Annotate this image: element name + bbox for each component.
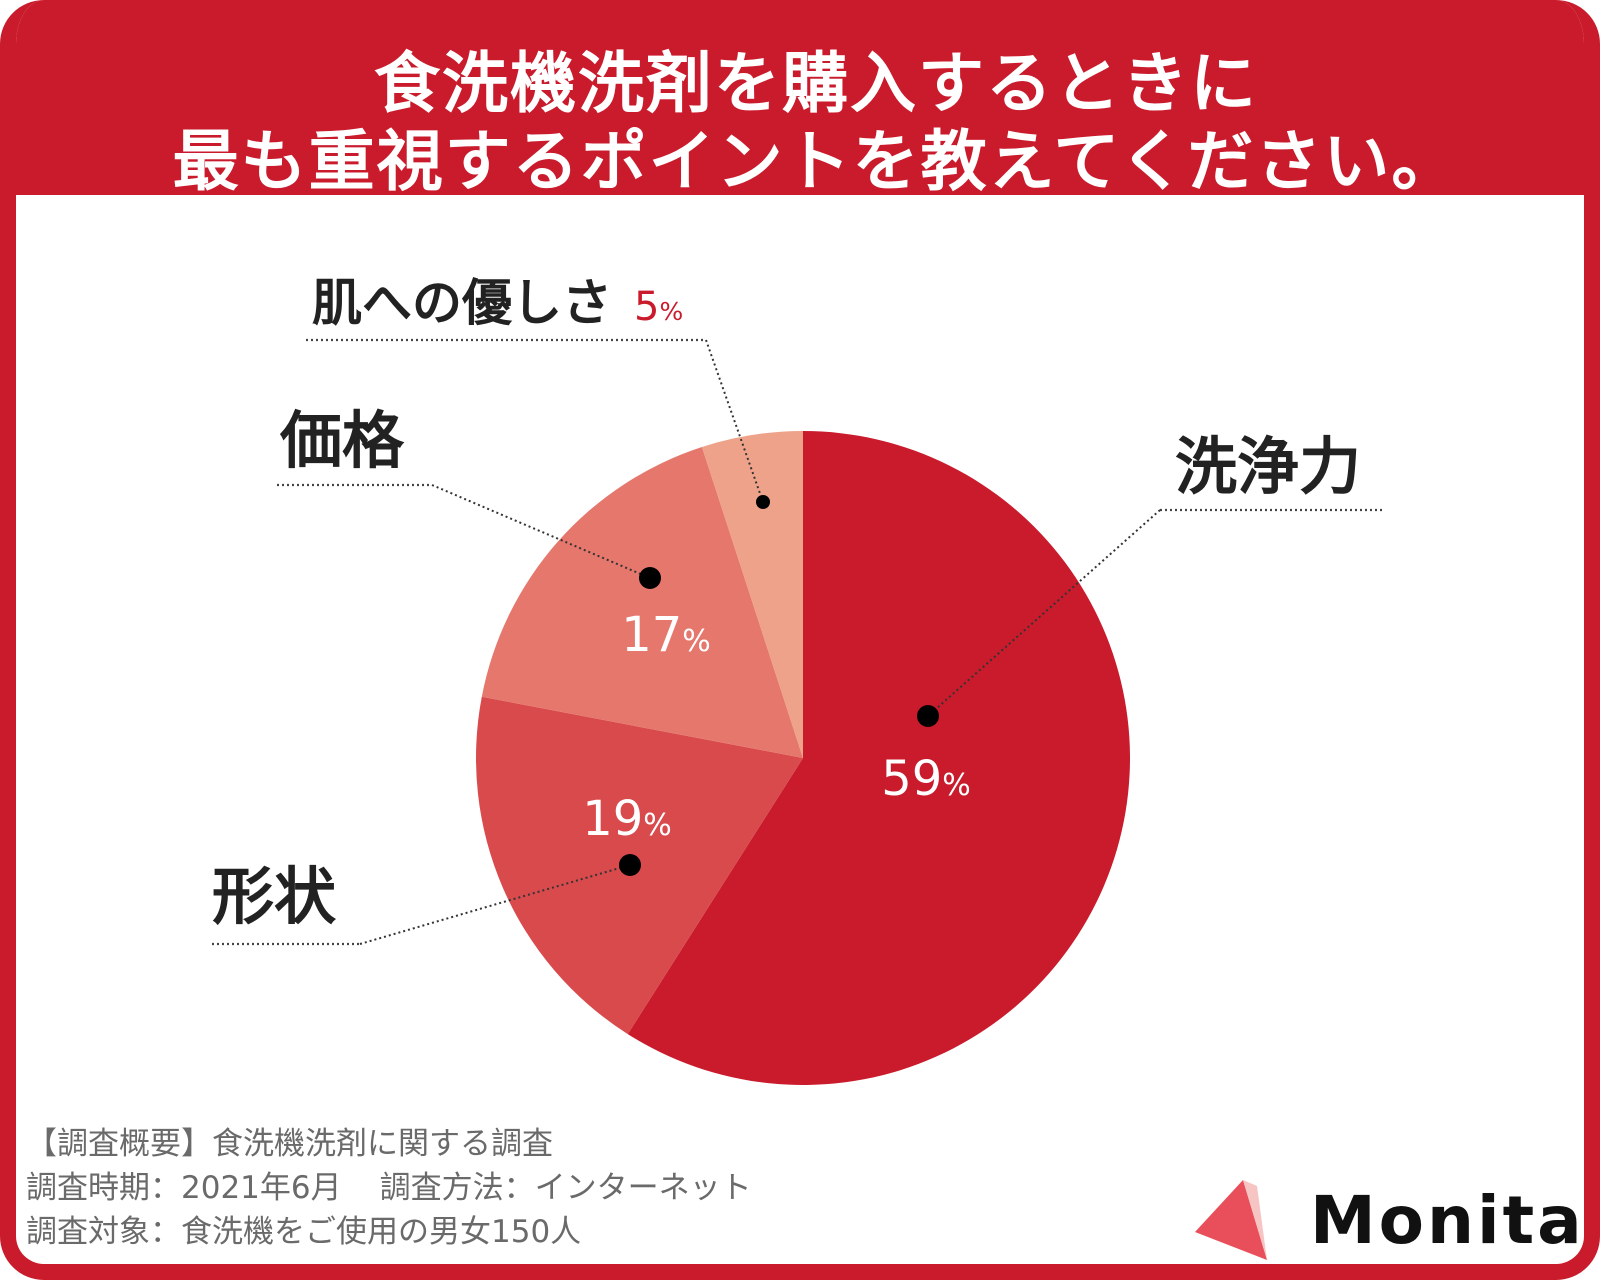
leader-line-1 (927, 509, 1161, 717)
percent-label-1: 59% (881, 751, 971, 807)
pie-slice-4 (701, 431, 803, 758)
leader-dot-3 (639, 567, 661, 589)
triangle-logo-icon (1195, 1180, 1267, 1260)
pie-labels: 洗浄力 59% 形状 19% 価格 17% 肌への優しさ 5% (212, 274, 1361, 933)
survey-period: 調査時期：2021年6月 (26, 1170, 342, 1206)
category-label-4: 肌への優しさ (312, 274, 612, 332)
leader-line-4 (705, 339, 764, 503)
pie-slice-1 (627, 431, 1130, 1085)
percent-label-4: 5% (634, 284, 683, 330)
title-banner: 食洗機洗剤を購入するときに 最も重視するポイントを教えてください。 (16, 0, 1584, 200)
leader-lines (212, 338, 1384, 946)
pie-slices (476, 431, 1130, 1085)
title-line-2: 最も重視するポイントを教えてください。 (172, 123, 1460, 200)
survey-summary: 【調査概要】食洗機洗剤に関する調査 (26, 1126, 553, 1162)
category-label-2: 形状 (212, 860, 337, 933)
title-line-1: 食洗機洗剤を購入するときに (374, 45, 1258, 122)
category-label-1: 洗浄力 (1175, 430, 1361, 503)
pie-slice-3 (481, 447, 803, 758)
leader-dot-1 (917, 705, 939, 727)
percent-label-3: 17% (621, 607, 711, 663)
survey-target: 調査対象：食洗機をご使用の男女150人 (26, 1214, 582, 1250)
survey-period-method: 調査時期：2021年6月 調査方法：インターネット (26, 1162, 752, 1207)
leader-dot-4 (756, 495, 770, 509)
category-label-3: 価格 (279, 404, 405, 477)
survey-method: 調査方法：インターネット (379, 1170, 752, 1206)
percent-label-2: 19% (582, 791, 672, 847)
leader-dot-2 (619, 854, 641, 876)
leader-line-2 (359, 864, 631, 945)
brand-logo-text: Monita (1310, 1182, 1585, 1259)
